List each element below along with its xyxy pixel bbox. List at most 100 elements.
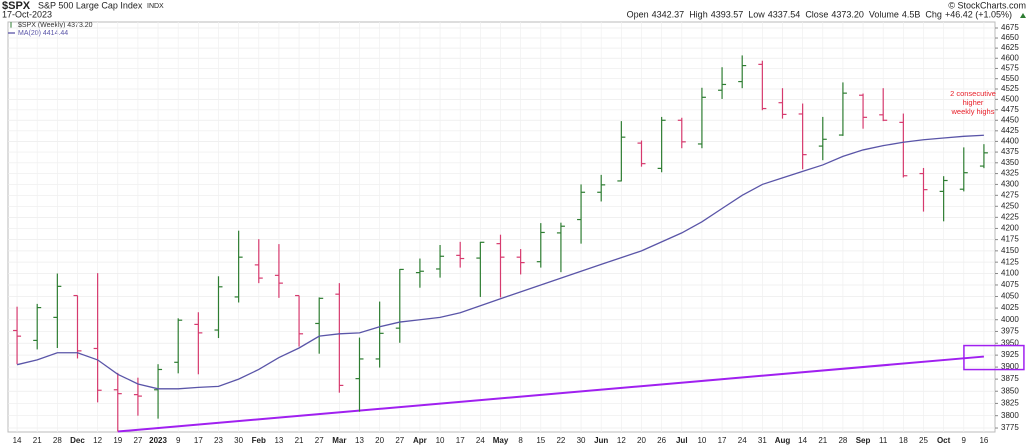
x-tick-label: 27: [395, 436, 404, 445]
y-tick-label: 3850: [1001, 386, 1019, 395]
ohlc-bar: [657, 116, 666, 173]
quote-value: 4342.37: [652, 9, 685, 19]
y-tick-label: 4200: [1001, 224, 1019, 233]
index-name: S&P 500 Large Cap Index: [38, 0, 143, 10]
ohlc-bar: [194, 312, 203, 375]
x-tick-label: 18: [899, 436, 908, 445]
y-tick-label: 3900: [1001, 362, 1019, 371]
y-tick-label: 4225: [1001, 212, 1019, 221]
x-tick-label: Dec: [70, 436, 85, 445]
x-tick-label: 10: [697, 436, 706, 445]
x-tick-label: 21: [295, 436, 304, 445]
y-tick-label: 4425: [1001, 126, 1019, 135]
ohlc-bar: [315, 297, 324, 354]
quote-value: 4.5B: [902, 9, 921, 19]
exchange: INDX: [147, 3, 164, 10]
ohlc-bar: [556, 222, 565, 273]
quote-label: Close: [805, 9, 828, 19]
ohlc-bar: [415, 258, 424, 288]
quote-value: 4373.20: [831, 9, 864, 19]
x-tick-label: 14: [13, 436, 22, 445]
y-tick-label: 4075: [1001, 280, 1019, 289]
ohlc-bar: [939, 176, 948, 222]
ohlc-bar: [778, 88, 787, 119]
ohlc-bar: [113, 372, 122, 432]
y-tick-label: 3825: [1001, 399, 1019, 408]
y-tick-label: 4475: [1001, 105, 1019, 114]
ohlc-bar: [617, 121, 626, 182]
ohlc-bar: [637, 140, 646, 167]
y-tick-label: 4150: [1001, 246, 1019, 255]
symbol: $SPX: [2, 0, 31, 12]
credit: © StockCharts.com: [948, 0, 1026, 10]
ohlc-bar: [597, 174, 606, 202]
x-tick-label: 25: [919, 436, 928, 445]
y-tick-label: 4650: [1001, 33, 1019, 42]
y-tick-label: 3800: [1001, 411, 1019, 420]
ohlc-bar: [496, 234, 505, 298]
x-tick-label: Feb: [252, 436, 266, 445]
y-tick-label: 4300: [1001, 180, 1019, 189]
legend-label: MA(20) 4414.44: [18, 30, 68, 37]
x-tick-label: 17: [194, 436, 203, 445]
y-tick-label: 4500: [1001, 94, 1019, 103]
ohlc-bar: [718, 67, 727, 99]
x-tick-label: Jul: [676, 436, 688, 445]
x-tick-label: 24: [476, 436, 485, 445]
x-tick-label: 30: [234, 436, 243, 445]
annotation: weekly highs: [951, 107, 995, 116]
y-tick-label: 4050: [1001, 292, 1019, 301]
x-tick-label: 27: [133, 436, 142, 445]
y-tick-label: 4600: [1001, 53, 1019, 62]
quote-value: 4393.57: [711, 9, 744, 19]
x-tick-label: 13: [355, 436, 364, 445]
quote-value: +46.42 (+1.05%): [945, 9, 1012, 19]
x-tick-label: Oct: [937, 436, 951, 445]
ohlc-bar: [959, 147, 968, 192]
y-tick-label: 4625: [1001, 43, 1019, 52]
x-tick-label: 27: [315, 436, 324, 445]
y-tick-label: 4675: [1001, 23, 1019, 32]
ohlc-bar: [295, 294, 304, 347]
x-tick-label: 17: [718, 436, 727, 445]
y-tick-label: 4400: [1001, 137, 1019, 146]
quote-label: Volume: [869, 9, 899, 19]
highlight-box: [963, 344, 1025, 371]
ohlc-bar: [456, 241, 465, 268]
y-tick-label: 4450: [1001, 115, 1019, 124]
quote-label: Chg: [925, 9, 942, 19]
x-tick-label: 2023: [149, 436, 167, 445]
x-tick-label: 19: [113, 436, 122, 445]
y-tick-label: 4000: [1001, 315, 1019, 324]
x-tick-label: 16: [979, 436, 988, 445]
x-tick-label: 8: [518, 436, 523, 445]
x-tick-label: Apr: [413, 436, 427, 445]
x-tick-label: 12: [93, 436, 102, 445]
ohlc-bar: [174, 318, 183, 374]
y-tick-label: 4350: [1001, 158, 1019, 167]
x-tick-label: May: [493, 436, 509, 445]
x-tick-label: 28: [838, 436, 847, 445]
x-tick-label: 20: [375, 436, 384, 445]
x-tick-label: 14: [798, 436, 807, 445]
y-tick-label: 3975: [1001, 327, 1019, 336]
x-tick-label: 13: [274, 436, 283, 445]
y-tick-label: 4250: [1001, 201, 1019, 210]
x-tick-label: Jun: [594, 436, 608, 445]
y-tick-label: 4275: [1001, 190, 1019, 199]
x-tick-label: Mar: [332, 436, 346, 445]
ohlc-bar: [395, 268, 404, 343]
y-tick-label: 4575: [1001, 64, 1019, 73]
date: 17-Oct-2023: [2, 9, 52, 19]
ohlc-bar: [798, 103, 807, 170]
annotation: higher: [963, 98, 984, 107]
up-arrow: [1020, 13, 1026, 18]
quote-label: High: [689, 9, 708, 19]
ohlc-bar: [838, 82, 847, 136]
y-tick-label: 3875: [1001, 374, 1019, 383]
x-tick-label: 30: [577, 436, 586, 445]
y-tick-label: 4325: [1001, 169, 1019, 178]
x-tick-label: 26: [657, 436, 666, 445]
